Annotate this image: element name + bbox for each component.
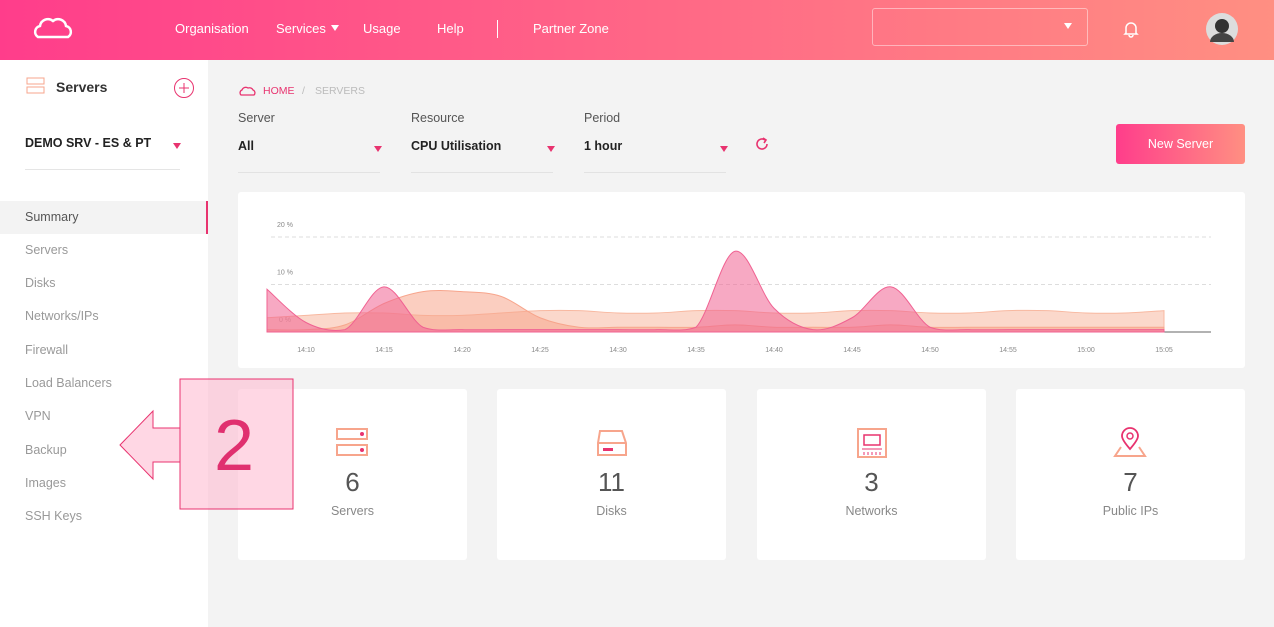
x-tick-label: 14:15 [375, 347, 393, 354]
refresh-icon[interactable] [754, 136, 770, 152]
stat-value: 6 [345, 467, 360, 497]
x-tick-label: 14:10 [297, 347, 315, 354]
stat-value: 7 [1123, 467, 1138, 497]
filter-underline [584, 172, 726, 173]
search-select[interactable] [872, 8, 1088, 46]
nav-item[interactable]: Usage [363, 21, 401, 36]
breadcrumb-separator: / [302, 85, 305, 97]
logo[interactable] [30, 15, 76, 41]
dropdown-caret [720, 146, 728, 152]
dropdown-caret [1064, 23, 1072, 29]
breadcrumb-current: SERVERS [315, 85, 365, 97]
stat-value: 3 [864, 467, 879, 497]
x-tick-label: 14:35 [687, 347, 705, 354]
x-tick-label: 14:50 [921, 347, 939, 354]
nav-item[interactable]: Services [276, 21, 326, 36]
filter-underline [411, 172, 553, 173]
stat-card[interactable]: 7 Public IPs [1016, 389, 1245, 560]
x-tick-label: 15:05 [1155, 347, 1173, 354]
stat-card[interactable]: 3 Networks [757, 389, 986, 560]
menu-item[interactable]: SSH Keys [25, 509, 82, 523]
menu-item[interactable]: Summary [25, 210, 79, 224]
menu-item[interactable]: Backup [25, 443, 67, 457]
location-icon [1113, 427, 1147, 457]
top-bar: Organisation Services Usage Help Partner… [0, 0, 1274, 60]
x-tick-label: 14:20 [453, 347, 471, 354]
x-tick-label: 14:45 [843, 347, 861, 354]
avatar[interactable] [1205, 12, 1239, 46]
chart-card: 0 %10 %20 %14:1014:1514:2014:2514:3014:3… [238, 192, 1245, 368]
chart: 0 %10 %20 %14:1014:1514:2014:2514:3014:3… [266, 222, 1211, 354]
filter-value[interactable]: CPU Utilisation [411, 139, 502, 153]
menu-item[interactable]: Firewall [25, 343, 69, 357]
nav-item[interactable]: Partner Zone [533, 21, 609, 36]
stat-label: Servers [330, 504, 375, 518]
servers-icon [336, 428, 368, 456]
sidebar-title: Servers [56, 79, 108, 95]
add-button[interactable] [173, 77, 195, 99]
dropdown-caret [374, 146, 382, 152]
menu-item[interactable]: Load Balancers [25, 376, 112, 390]
x-tick-label: 14:40 [765, 347, 783, 354]
stat-label: Networks [845, 504, 898, 518]
menu-item[interactable]: Disks [25, 276, 56, 290]
x-tick-label: 14:55 [999, 347, 1017, 354]
nav-item[interactable]: Organisation [175, 21, 249, 36]
stat-value: 11 [598, 467, 625, 497]
stat-label: Public IPs [1102, 504, 1159, 518]
disk-icon [597, 430, 627, 456]
filter-label: Server [238, 111, 275, 125]
dropdown-caret [331, 25, 339, 31]
y-tick-label: 20 % [277, 222, 293, 229]
dropdown-caret [547, 146, 555, 152]
menu-item[interactable]: Networks/IPs [25, 309, 99, 323]
servers-icon [26, 77, 45, 94]
stat-label: Disks [596, 504, 627, 518]
dropdown-caret [173, 143, 181, 149]
filter-value[interactable]: All [238, 139, 254, 153]
stat-card[interactable]: 11 Disks [497, 389, 726, 560]
x-tick-label: 14:25 [531, 347, 549, 354]
stat-card[interactable]: 6 Servers [238, 389, 467, 560]
filter-label: Period [584, 111, 621, 125]
filter-underline [238, 172, 380, 173]
divider [25, 169, 180, 170]
area [266, 250, 1165, 333]
breadcrumb-link[interactable]: HOME [263, 85, 295, 97]
filter-value[interactable]: 1 hour [584, 139, 623, 153]
active-menu-bg [0, 201, 208, 234]
nav-item[interactable]: Help [437, 21, 464, 36]
filter-label: Resource [411, 111, 465, 125]
menu-item[interactable]: Servers [25, 243, 69, 257]
bell-icon[interactable] [1122, 20, 1140, 38]
separator [497, 20, 498, 38]
menu-item[interactable]: VPN [25, 409, 51, 423]
y-tick-label: 10 % [277, 270, 293, 277]
sidebar: Servers DEMO SRV - ES & PT Summary Serve… [0, 60, 208, 627]
new-server-button[interactable]: New Server [1116, 124, 1245, 164]
menu-item[interactable]: Images [25, 476, 66, 490]
network-icon [857, 428, 887, 458]
project-select[interactable]: DEMO SRV - ES & PT [25, 136, 152, 150]
home-icon [239, 86, 256, 96]
x-tick-label: 14:30 [609, 347, 627, 354]
x-tick-label: 15:00 [1077, 347, 1095, 354]
